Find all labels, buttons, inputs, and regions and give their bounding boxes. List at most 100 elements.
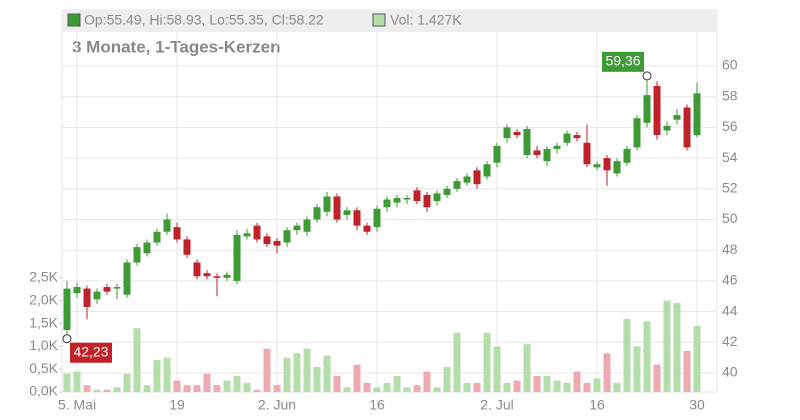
subtitle: 3 Monate, 1-Tages-Kerzen (72, 37, 280, 56)
volume-legend-swatch (372, 13, 386, 27)
volume-bar (563, 382, 571, 392)
candle-body (203, 273, 211, 277)
volume-bar (653, 364, 661, 392)
candle-body (233, 234, 241, 281)
volume-bar (183, 385, 191, 392)
candle-body (473, 170, 481, 185)
volume-bar (693, 325, 701, 392)
candle-body (413, 190, 421, 202)
candle-body (623, 148, 631, 163)
candle-body (223, 274, 231, 278)
ohlc-legend-swatch (67, 13, 81, 27)
candle-body (593, 164, 601, 168)
candle-body (673, 115, 681, 120)
volume-bar (323, 355, 331, 392)
volume-tick-label: 1,5K (29, 314, 58, 330)
volume-bar (373, 387, 381, 392)
volume-bar (123, 373, 131, 392)
candle-body (503, 127, 511, 139)
volume-bar (383, 382, 391, 392)
candle-body (313, 207, 321, 220)
volume-bar (343, 387, 351, 392)
candle-body (653, 85, 661, 136)
candle-body (443, 188, 451, 195)
annotation-box (602, 51, 644, 72)
candle-body (403, 198, 411, 200)
candle-body (193, 262, 201, 277)
volume-bar (363, 382, 371, 392)
candle-body (523, 128, 531, 156)
volume-bar (333, 376, 341, 392)
volume-bar (143, 385, 151, 392)
y-tick-label: 58 (722, 87, 738, 103)
volume-bar (623, 319, 631, 392)
candle-body (633, 118, 641, 148)
volume-tick-label: 0,0K (29, 383, 58, 399)
ohlc-legend: Op:55.49, Hi:58.93, Lo:55.35, Cl:58.22 (84, 12, 324, 28)
volume-bar (603, 353, 611, 392)
candle-body (243, 233, 251, 237)
volume-bar (263, 348, 271, 392)
candle-body (83, 288, 91, 307)
volume-bar (663, 300, 671, 392)
annotation-label: 42,23 (73, 343, 108, 359)
candle-body (73, 287, 81, 294)
volume-bar (403, 387, 411, 392)
annotation-label: 59,36 (605, 53, 640, 69)
candle-body (613, 161, 621, 174)
candle-body (283, 230, 291, 243)
y-tick-label: 46 (722, 272, 738, 288)
candle-body (93, 291, 101, 300)
candle-body (113, 287, 121, 289)
volume-bar (493, 346, 501, 392)
volume-bar (553, 380, 561, 392)
x-tick-label: 16 (369, 397, 385, 413)
volume-bar (503, 382, 511, 392)
candle-body (683, 107, 691, 148)
volume-bar (133, 328, 141, 392)
volume-bar (453, 332, 461, 392)
volume-bar (393, 376, 401, 392)
volume-bar (513, 380, 521, 392)
candle-body (543, 148, 551, 162)
volume-bar (213, 385, 221, 392)
volume-legend: Vol: 1.427K (390, 12, 462, 28)
candle-body (293, 225, 301, 231)
volume-tick-label: 2,0K (29, 292, 58, 308)
x-tick-label: 16 (589, 397, 605, 413)
candle-body (103, 287, 111, 292)
volume-bar (73, 371, 81, 392)
volume-bar (83, 385, 91, 392)
volume-bar (303, 348, 311, 392)
volume-tick-label: 0,5K (29, 360, 58, 376)
y-tick-label: 42 (722, 333, 738, 349)
y-tick-label: 44 (722, 302, 738, 318)
volume-tick-label: 2,5K (29, 269, 58, 285)
annotation-box (70, 342, 112, 363)
volume-bar (423, 371, 431, 392)
candle-body (363, 225, 371, 232)
candle-body (493, 145, 501, 163)
volume-bar (483, 332, 491, 392)
volume-bar (233, 376, 241, 392)
volume-bar (533, 376, 541, 392)
candle-body (353, 210, 361, 226)
candle-body (343, 210, 351, 215)
candle-body (693, 93, 701, 136)
candle-body (663, 125, 671, 131)
volume-bar (613, 382, 621, 392)
candle-body (373, 208, 381, 228)
volume-tick-label: 1,0K (29, 337, 58, 353)
volume-bar (113, 387, 121, 392)
candle-body (173, 227, 181, 240)
candle-body (133, 247, 141, 263)
candle-body (63, 288, 71, 330)
candle-body (533, 150, 541, 156)
volume-bar (433, 387, 441, 392)
candle-body (163, 219, 171, 232)
volume-bar (193, 385, 201, 392)
y-tick-label: 48 (722, 241, 738, 257)
y-tick-label: 52 (722, 180, 738, 196)
candle-body (183, 239, 191, 255)
